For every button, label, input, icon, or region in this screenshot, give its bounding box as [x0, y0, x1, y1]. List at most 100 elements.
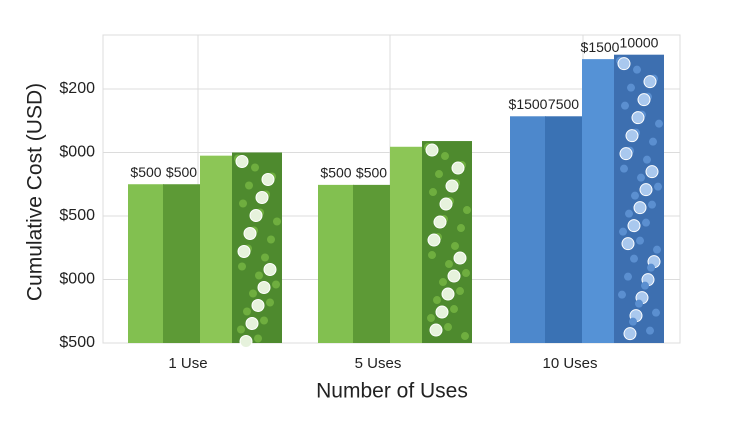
leaf [624, 272, 632, 281]
y-tick-label: $200 [59, 80, 95, 97]
flower [433, 215, 447, 229]
leaf [462, 269, 470, 278]
flower [239, 334, 253, 348]
flower [619, 147, 633, 161]
leaf [620, 164, 628, 173]
leaf [633, 65, 641, 74]
flower [617, 57, 631, 71]
bar-annotation: $500 [320, 165, 351, 181]
leaf [427, 314, 435, 323]
leaf [635, 299, 643, 308]
flower [425, 143, 439, 157]
y-axis-title: Cumulative Cost (USD) [24, 83, 47, 301]
bar [582, 59, 618, 343]
flower [623, 327, 637, 341]
y-tick-label: $000 [59, 144, 95, 161]
leaf [272, 280, 280, 289]
flower [639, 183, 653, 197]
leaf [457, 224, 465, 233]
bar-annotation: $500 [130, 164, 161, 180]
leaf [619, 227, 627, 236]
leaf [636, 236, 644, 245]
leaf [451, 242, 459, 251]
leaf [238, 262, 246, 271]
bar-annotation: $500 [356, 165, 387, 181]
bar-annotation: $1500 [581, 39, 620, 55]
leaf [243, 307, 251, 316]
bar [545, 116, 582, 344]
x-tick-label: 10 Uses [542, 355, 597, 372]
y-tick-label: $000 [59, 271, 95, 288]
flower [633, 201, 647, 215]
leaf [618, 290, 626, 299]
leaf [630, 254, 638, 263]
flower [621, 237, 635, 251]
flower [245, 316, 259, 330]
flower [249, 208, 263, 222]
leaf [625, 209, 633, 218]
leaf [273, 217, 281, 226]
leaf [631, 191, 639, 200]
leaf [428, 251, 436, 260]
leaf [261, 253, 269, 262]
leaf [429, 188, 437, 197]
leaf [637, 173, 645, 182]
leaf [652, 308, 660, 317]
leaf [254, 334, 262, 343]
flower [255, 190, 269, 204]
flower [445, 179, 459, 193]
leaf [461, 332, 469, 341]
y-tick-label: $500 [59, 207, 95, 224]
bar [318, 184, 354, 343]
leaf [627, 83, 635, 92]
leaf [444, 323, 452, 332]
leaf [648, 200, 656, 209]
leaf [456, 287, 464, 296]
leaf [629, 317, 637, 326]
leaf [463, 206, 471, 215]
leaf [441, 152, 449, 161]
bar [390, 146, 426, 343]
leaf [642, 218, 650, 227]
leaf [643, 155, 651, 164]
x-tick-label: 5 Uses [355, 355, 402, 372]
leaf [439, 278, 447, 287]
leaf [239, 199, 247, 208]
leaf [255, 271, 263, 280]
flower [429, 323, 443, 337]
leaf [237, 325, 245, 334]
bar-annotation: 10000 [620, 34, 659, 50]
bar [163, 184, 200, 343]
flower [243, 226, 257, 240]
leaf [433, 296, 441, 305]
bar-annotation: 7500 [548, 96, 579, 112]
leaf [646, 326, 654, 335]
leaf [649, 137, 657, 146]
bar [510, 116, 546, 344]
flower [237, 244, 251, 258]
leaf [251, 163, 259, 172]
bar [353, 184, 390, 343]
bar-annotation: $1500 [509, 96, 548, 112]
flower [427, 233, 441, 247]
flower [257, 280, 271, 294]
flower [627, 219, 641, 233]
flower [235, 154, 249, 168]
bar-annotation: $500 [166, 164, 197, 180]
flower [439, 197, 453, 211]
leaf [266, 298, 274, 307]
x-axis-title: Number of Uses [316, 380, 468, 403]
leaf [267, 235, 275, 244]
bar [200, 155, 236, 343]
leaf [445, 260, 453, 269]
flower [645, 165, 659, 179]
flower [435, 305, 449, 319]
leaf [260, 316, 268, 325]
leaf [450, 305, 458, 314]
leaf [245, 181, 253, 190]
bar [128, 184, 164, 343]
leaf [655, 119, 663, 128]
leaf [435, 170, 443, 179]
flower [643, 75, 657, 89]
